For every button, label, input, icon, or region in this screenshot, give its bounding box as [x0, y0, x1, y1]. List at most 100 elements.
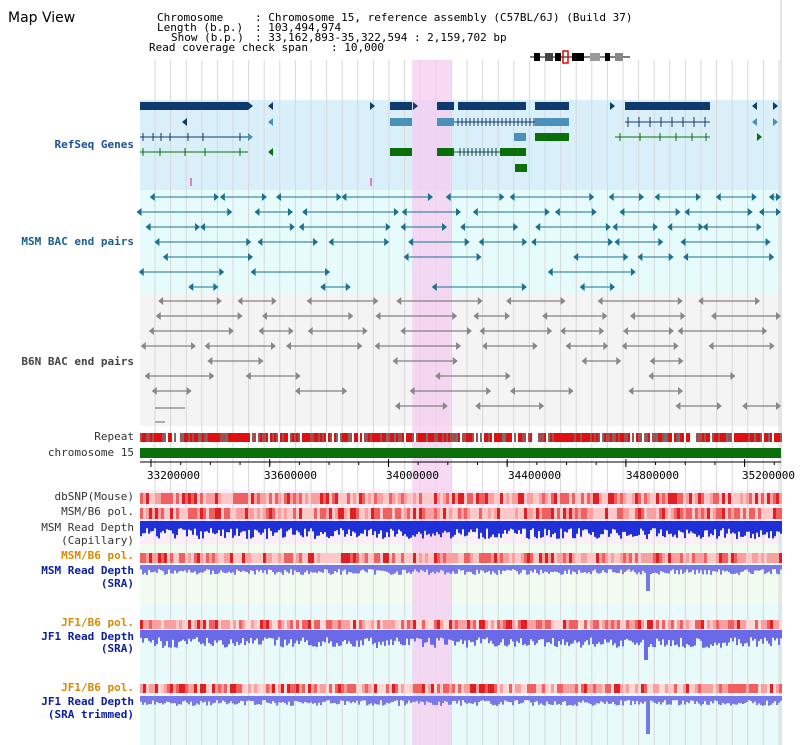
pol-cell: [458, 620, 461, 629]
track-label-b6n-bac[interactable]: B6N BAC end pairs: [21, 355, 134, 368]
bac-end: [375, 312, 381, 320]
pol-cell: [686, 493, 689, 504]
track-label-msm-b6-pol-2[interactable]: MSM/B6 pol.: [61, 549, 134, 562]
pol-cell: [329, 620, 332, 629]
depth-bar: [426, 696, 428, 702]
pol-cell: [566, 508, 569, 519]
track-label-chromosome[interactable]: chromosome 15: [47, 446, 134, 459]
pol-cell: [164, 553, 167, 563]
depth-bar: [408, 521, 410, 539]
depth-bar: [628, 630, 630, 641]
repeat-cell: [296, 433, 298, 442]
track-label-msm-depth-cap[interactable]: MSM Read Depth: [41, 521, 134, 534]
repeat-cell: [458, 433, 460, 442]
pol-cell: [725, 508, 728, 519]
track-label-msm-bac[interactable]: MSM BAC end pairs: [21, 235, 134, 248]
pol-cell: [635, 553, 638, 563]
depth-bar: [772, 696, 774, 704]
depth-bar: [694, 521, 696, 534]
pol-cell: [761, 508, 764, 519]
depth-bar: [628, 565, 630, 570]
track-label-jf1-b6-pol-2[interactable]: JF1/B6 pol.: [61, 681, 134, 694]
repeat-cell: [428, 433, 430, 442]
pol-cell: [416, 493, 419, 504]
repeat-cell: [164, 433, 166, 442]
pol-cell: [353, 684, 356, 693]
pol-cell: [455, 620, 458, 629]
pol-cell: [659, 553, 662, 563]
pol-cell: [479, 493, 482, 504]
track-label-jf1-depth-trim[interactable]: JF1 Read Depth: [41, 695, 134, 708]
depth-bar: [598, 521, 600, 538]
depth-bar: [748, 630, 750, 647]
depth-bar: [636, 565, 638, 575]
depth-bar: [212, 630, 214, 646]
depth-bar: [314, 696, 316, 703]
pol-cell: [230, 684, 233, 693]
pol-cell: [335, 508, 338, 519]
track-label-dbsnp[interactable]: dbSNP(Mouse): [54, 490, 134, 503]
bac-end: [245, 372, 251, 380]
pol-cell: [275, 493, 278, 504]
pol-cell: [362, 508, 365, 519]
repeat-cell: [496, 433, 498, 442]
depth-bar: [506, 696, 508, 702]
depth-bar: [660, 630, 662, 645]
pol-cell: [503, 684, 506, 693]
depth-bar: [158, 565, 160, 570]
track-label-repeat[interactable]: Repeat: [94, 430, 134, 443]
pol-cell: [392, 508, 395, 519]
pol-cell: [413, 508, 416, 519]
depth-bar: [660, 565, 662, 572]
track-label-jf1-depth-sra[interactable]: JF1 Read Depth: [41, 630, 134, 643]
depth-bar: [400, 630, 402, 645]
depth-bar: [518, 630, 520, 643]
repeat-cell: [210, 433, 212, 442]
track-label-msm-depth-sra[interactable]: MSM Read Depth: [41, 564, 134, 577]
depth-bar: [416, 630, 418, 638]
depth-bar: [188, 521, 190, 530]
depth-bar: [666, 521, 668, 531]
pol-cell: [464, 553, 467, 563]
bac-end: [673, 342, 679, 350]
depth-bar: [644, 521, 646, 535]
pol-cell: [527, 553, 530, 563]
pol-cell: [512, 508, 515, 519]
depth-bar: [314, 565, 316, 573]
depth-bar: [708, 630, 710, 648]
bac-end: [547, 327, 553, 335]
pol-cell: [668, 508, 671, 519]
depth-bar: [170, 565, 172, 574]
depth-bar: [652, 630, 654, 647]
track-label-msm-b6-pol[interactable]: MSM/B6 pol.: [61, 505, 134, 518]
depth-bar: [568, 565, 570, 570]
depth-bar: [404, 521, 406, 535]
pol-cell: [395, 553, 398, 563]
gene-block: [458, 102, 501, 110]
depth-bar: [388, 521, 390, 537]
depth-bar: [694, 565, 696, 575]
bac-end: [573, 253, 579, 261]
depth-bar: [398, 696, 400, 706]
depth-bar: [432, 521, 434, 534]
pol-cell: [284, 493, 287, 504]
depth-bar: [286, 521, 288, 532]
pol-cell: [242, 493, 245, 504]
depth-bar: [590, 565, 592, 575]
depth-bar: [180, 521, 182, 529]
repeat-cell: [246, 433, 248, 442]
depth-bar: [316, 696, 318, 706]
depth-bar: [324, 521, 326, 533]
pol-cell: [710, 684, 713, 693]
track-label-jf1-b6-pol[interactable]: JF1/B6 pol.: [61, 616, 134, 629]
repeat-cell: [608, 433, 610, 442]
depth-bar: [234, 696, 236, 705]
depth-bar: [284, 630, 286, 640]
depth-bar: [412, 565, 414, 572]
depth-bar: [326, 696, 328, 701]
depth-bar: [210, 630, 212, 645]
track-label-refseq[interactable]: RefSeq Genes: [54, 138, 134, 151]
depth-bar: [324, 696, 326, 702]
pol-cell: [257, 508, 260, 519]
